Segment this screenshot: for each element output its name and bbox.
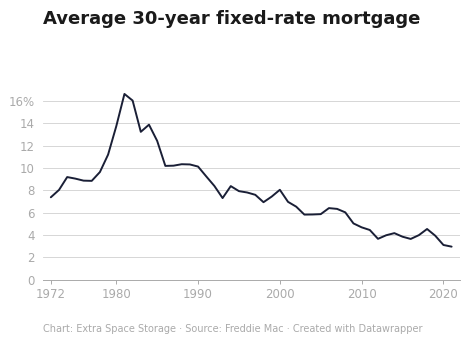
Text: Average 30-year fixed-rate mortgage: Average 30-year fixed-rate mortgage (43, 10, 420, 28)
Text: Chart: Extra Space Storage · Source: Freddie Mac · Created with Datawrapper: Chart: Extra Space Storage · Source: Fre… (43, 324, 422, 334)
